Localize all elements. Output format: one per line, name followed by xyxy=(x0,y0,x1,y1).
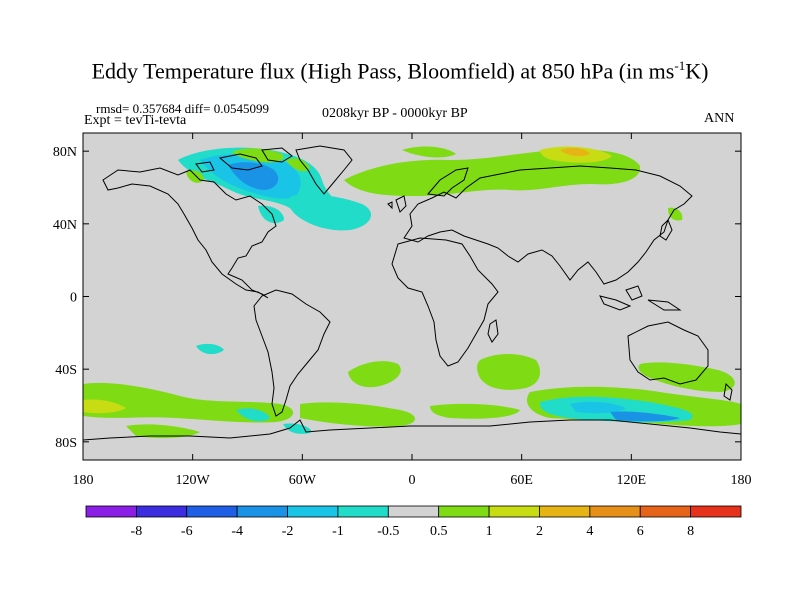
colorbar-level-label: -8 xyxy=(131,524,143,539)
anomaly-patch xyxy=(668,207,683,221)
colorbar-level-label: 1 xyxy=(486,524,493,539)
lon-tick-label: 120W xyxy=(176,473,211,488)
coastline-scandinavia xyxy=(427,167,469,197)
colorbar-swatch xyxy=(438,505,490,518)
plot-title: Eddy Temperature flux (High Pass, Bloomf… xyxy=(91,58,709,84)
anomaly-patch xyxy=(83,399,126,414)
colorbar-level-label: -2 xyxy=(282,524,294,539)
anomaly-patch xyxy=(610,411,680,422)
anomaly-patch xyxy=(638,362,735,392)
coastline-south-america xyxy=(253,289,331,417)
anomaly-patch xyxy=(196,343,224,355)
stats-label: rmsd= 0.357684 diff= 0.0545099 xyxy=(96,101,269,116)
coastline-greenland xyxy=(295,145,353,195)
period-label: 0208kyr BP - 0000kyr BP xyxy=(322,106,468,121)
colorbar-swatch xyxy=(85,505,137,518)
anomaly-patch xyxy=(348,361,401,388)
anomaly-patch xyxy=(300,402,415,427)
colorbar-level-label: 6 xyxy=(637,524,644,539)
colorbar-swatch xyxy=(690,505,742,518)
coastline-british-isles xyxy=(387,195,407,213)
anomaly-patch xyxy=(304,177,321,191)
axis-labels: 80N 40N 0 40S 80S 180 120W 60W 0 60E 120E 180 xyxy=(53,145,752,488)
colorbar: -8 -6 -4 -2 -1 -0.5 0.5 1 2 4 6 8 xyxy=(85,505,742,539)
lon-tick-label: 180 xyxy=(73,473,94,488)
anomaly-patch xyxy=(283,423,312,434)
coastline-australia xyxy=(627,321,709,385)
colorbar-swatch xyxy=(639,505,692,518)
coastline-eurasia xyxy=(403,165,693,285)
coastline-antarctica xyxy=(83,419,741,441)
colorbar-swatch xyxy=(135,505,188,518)
coastline-madagascar xyxy=(487,319,499,343)
colorbar-level-label: 4 xyxy=(586,524,593,539)
lat-tick-label: 0 xyxy=(70,291,77,306)
anomaly-patch xyxy=(258,205,284,224)
lon-tick-label: 60E xyxy=(510,473,533,488)
colorbar-swatch xyxy=(287,505,339,518)
lon-tick-label: 120E xyxy=(617,473,647,488)
coastline-north-america xyxy=(102,167,277,299)
colorbar-swatch xyxy=(539,505,591,518)
anomaly-patch xyxy=(560,147,590,157)
anomaly-patch xyxy=(286,158,310,172)
anomaly-patch xyxy=(232,148,284,163)
anomaly-patch xyxy=(570,401,626,414)
anomaly-patch xyxy=(477,354,541,390)
colorbar-level-label: 8 xyxy=(687,524,694,539)
lat-tick-label: 40N xyxy=(53,218,77,233)
colorbar-swatch xyxy=(337,505,389,518)
lat-tick-label: 40S xyxy=(55,363,77,378)
lon-tick-label: 60W xyxy=(289,473,317,488)
experiment-label: Expt = tevTi-tevta xyxy=(84,113,187,128)
anomaly-patch xyxy=(236,408,270,422)
lat-tick-label: 80N xyxy=(53,145,77,160)
anomaly-patch xyxy=(288,194,372,231)
coastline-arctic-islands xyxy=(195,147,293,173)
colorbar-level-label: 0.5 xyxy=(430,524,448,539)
colorbar-level-label: -1 xyxy=(332,524,344,539)
coastline-japan xyxy=(659,219,673,241)
colorbar-level-label: -6 xyxy=(181,524,193,539)
anomaly-patch xyxy=(430,403,520,419)
colorbar-level-label: -0.5 xyxy=(377,524,399,539)
colorbar-swatch xyxy=(186,505,238,518)
coastline-indonesia xyxy=(599,285,682,311)
colorbar-level-label: 2 xyxy=(536,524,543,539)
coastline-new-zealand xyxy=(723,382,733,401)
coastline-africa xyxy=(391,237,499,367)
colorbar-swatch xyxy=(589,505,641,518)
lon-tick-label: 0 xyxy=(409,473,416,488)
coastlines xyxy=(83,145,741,441)
anomaly-patch xyxy=(126,424,200,439)
colorbar-swatch xyxy=(488,505,540,518)
colorbar-level-label: -4 xyxy=(231,524,243,539)
lat-tick-label: 80S xyxy=(55,436,77,451)
colorbar-swatch xyxy=(387,505,440,518)
anomaly-patch xyxy=(402,146,456,158)
colorbar-swatch xyxy=(236,505,288,518)
season-label: ANN xyxy=(704,111,735,126)
axis-ticks xyxy=(82,133,742,460)
lon-tick-label: 180 xyxy=(731,473,752,488)
